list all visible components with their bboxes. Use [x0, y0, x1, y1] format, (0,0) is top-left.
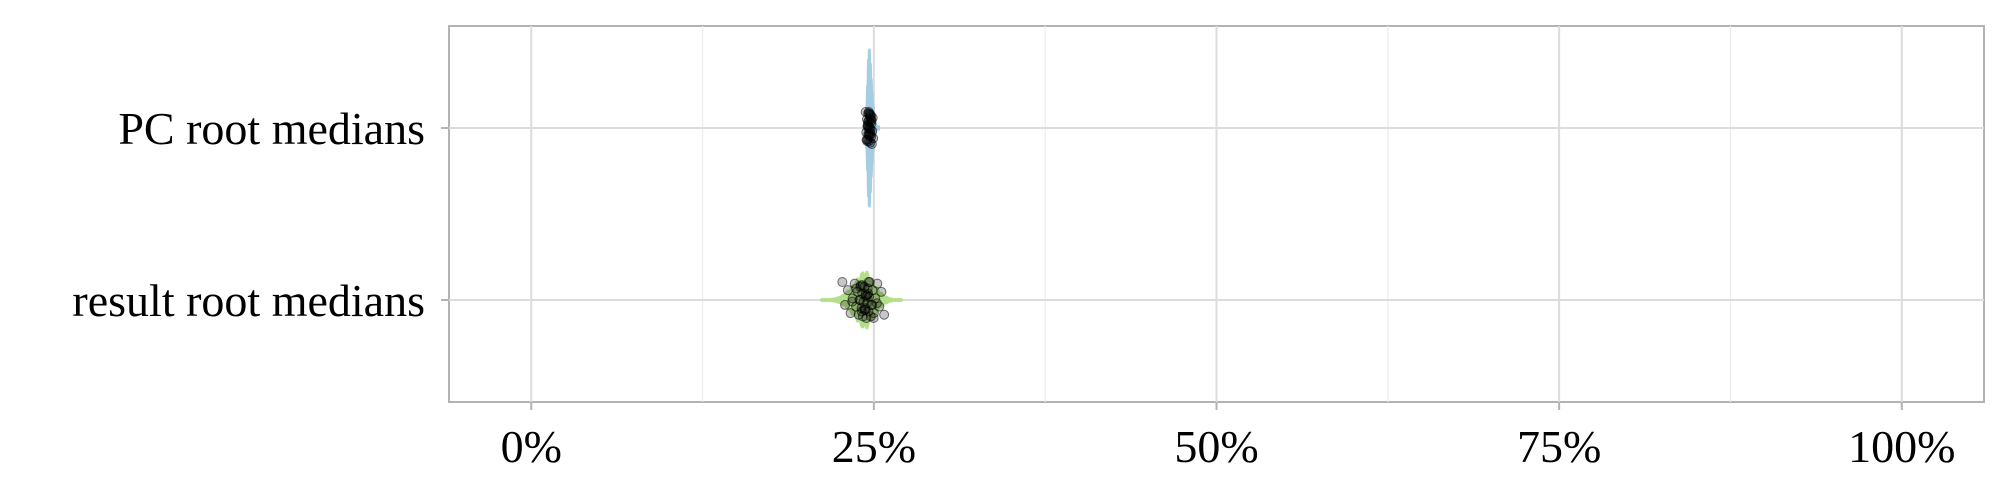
y-tick-label: PC root medians: [118, 103, 425, 154]
major-gridlines: [449, 26, 1984, 402]
data-point: [856, 306, 867, 317]
data-point: [864, 123, 875, 133]
y-axis: PC root medians result root medians: [72, 103, 449, 326]
x-tick-label: 100%: [1848, 421, 1955, 472]
x-axis: 0% 25% 50% 75% 100%: [501, 402, 1955, 472]
violin-result-root-medians: [820, 270, 903, 330]
data-point: [847, 296, 858, 307]
data-point: [876, 286, 887, 297]
x-tick-label: 75%: [1517, 421, 1601, 472]
data-point: [862, 117, 873, 128]
x-tick-label: 50%: [1174, 421, 1258, 472]
data-point: [842, 285, 853, 296]
minor-gridlines: [701, 26, 1732, 402]
data-point: [865, 311, 876, 322]
data-point: [865, 109, 876, 120]
jitter-points: [837, 107, 890, 323]
data-point: [845, 308, 856, 319]
data-point: [863, 277, 874, 287]
data-point: [837, 277, 848, 287]
data-point: [863, 130, 874, 141]
data-point: [868, 313, 879, 323]
data-point: [851, 283, 862, 294]
data-point: [872, 278, 883, 289]
data-point: [879, 309, 890, 320]
data-point: [867, 299, 878, 310]
data-point: [860, 291, 871, 302]
x-tick-label: 25%: [832, 421, 916, 472]
data-point: [859, 304, 870, 315]
y-tick-label: result root medians: [72, 275, 425, 326]
x-tick-label: 0%: [501, 421, 562, 472]
data-point: [862, 290, 873, 301]
data-point: [862, 136, 873, 147]
